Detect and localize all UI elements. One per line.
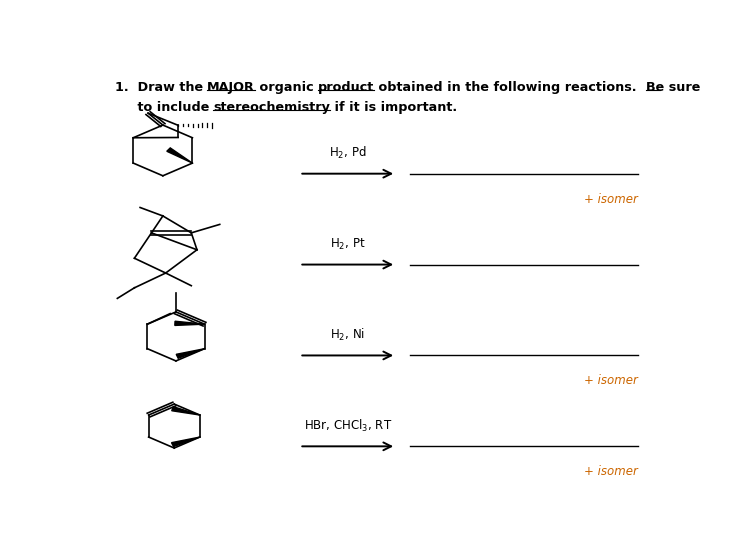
Text: obtained in the following reactions.: obtained in the following reactions. <box>374 81 646 94</box>
Text: if it is important.: if it is important. <box>330 100 457 114</box>
Text: stereochemistry: stereochemistry <box>214 100 330 114</box>
Text: HBr, CHCl$_3$, RT: HBr, CHCl$_3$, RT <box>304 418 392 434</box>
Polygon shape <box>172 407 200 415</box>
Polygon shape <box>176 349 205 358</box>
Text: MAJOR: MAJOR <box>207 81 255 94</box>
Text: + isomer: + isomer <box>584 374 638 388</box>
Text: H$_2$, Pd: H$_2$, Pd <box>329 145 366 161</box>
Text: + isomer: + isomer <box>584 466 638 478</box>
Polygon shape <box>167 148 192 163</box>
Text: + isomer: + isomer <box>584 193 638 206</box>
Text: product: product <box>318 81 374 94</box>
Text: H$_2$, Pt: H$_2$, Pt <box>330 237 366 252</box>
Polygon shape <box>175 321 205 326</box>
Text: to include: to include <box>115 100 214 114</box>
Text: organic: organic <box>255 81 318 94</box>
Text: H$_2$, Ni: H$_2$, Ni <box>330 327 366 343</box>
Text: Be sure: Be sure <box>646 81 700 94</box>
Text: 1.  Draw the: 1. Draw the <box>115 81 207 94</box>
Polygon shape <box>172 437 200 447</box>
